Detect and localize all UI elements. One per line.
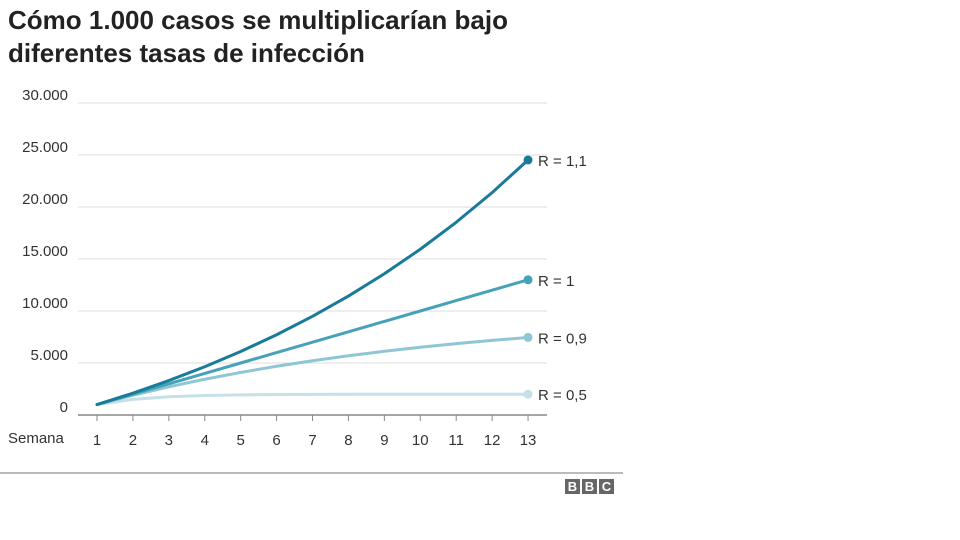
series-label: R = 1,1: [538, 153, 587, 170]
y-tick-label: 0: [60, 399, 68, 416]
footer-divider: [0, 472, 623, 474]
y-tick-label: 10.000: [22, 295, 68, 312]
series-label: R = 1: [538, 273, 574, 290]
x-tick-label: 7: [308, 432, 316, 449]
series-line: [95, 392, 530, 407]
series-end-point: [523, 389, 533, 399]
x-tick-label: 9: [380, 432, 388, 449]
y-tick-label: 5.000: [30, 347, 68, 364]
x-axis-label: Semana: [8, 430, 65, 447]
series-label: R = 0,9: [538, 330, 587, 347]
x-tick-label: 1: [93, 432, 101, 449]
series-end-point: [523, 275, 533, 285]
logo-letter: B: [582, 479, 597, 494]
series-end-point: [523, 332, 533, 342]
logo-letter: B: [565, 479, 580, 494]
series-label: R = 0,5: [538, 387, 587, 404]
series-line: [95, 278, 530, 407]
y-tick-label: 25.000: [22, 139, 68, 156]
x-tick-label: 8: [344, 432, 352, 449]
y-tick-label: 30.000: [22, 87, 68, 104]
y-tick-label: 15.000: [22, 243, 68, 260]
series-line: [95, 335, 530, 407]
x-tick-label: 11: [448, 432, 464, 449]
x-tick-label: 3: [165, 432, 173, 449]
x-tick-label: 2: [129, 432, 137, 449]
x-tick-label: 13: [520, 432, 537, 449]
x-tick-label: 12: [484, 432, 501, 449]
x-tick-label: 6: [272, 432, 280, 449]
series-line: [95, 158, 530, 407]
logo-letter: C: [599, 479, 614, 494]
y-tick-label: 20.000: [22, 191, 68, 208]
chart-title: Cómo 1.000 casos se multiplicarían bajo …: [8, 5, 508, 68]
bbc-logo: B B C: [565, 479, 614, 494]
x-tick-label: 5: [237, 432, 245, 449]
x-tick-label: 10: [412, 432, 429, 449]
series-end-point: [523, 155, 533, 165]
x-tick-label: 4: [201, 432, 209, 449]
